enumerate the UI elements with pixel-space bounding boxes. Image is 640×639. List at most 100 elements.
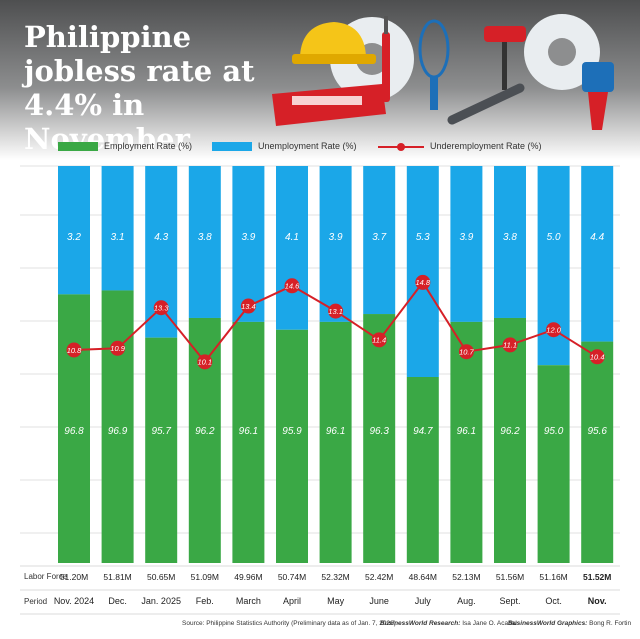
labor-force-value: 48.64M [409,572,437,582]
period-label: March [236,596,261,606]
unemployment-bar [363,166,396,315]
screwdriver-icon [382,16,390,102]
underemployment-value-label: 11.4 [372,336,386,345]
labor-force-value: 51.09M [191,572,219,582]
employment-value-label: 96.1 [326,426,345,437]
header-banner: Philippine jobless rate at 4.4% in Novem… [0,0,640,160]
unemployment-value-label: 4.1 [285,232,299,243]
period-label: April [283,596,301,606]
employment-bar [450,321,483,563]
underemployment-point [546,322,562,338]
employment-bar [494,317,526,563]
employment-value-label: 96.1 [239,426,258,437]
gear-icon [524,14,600,90]
employment-value-label: 96.2 [500,426,520,437]
period-label: Dec. [108,596,127,606]
underemployment-point [197,354,213,370]
underemployment-value-label: 12.0 [546,326,561,335]
underemployment-value-label: 10.8 [67,346,82,355]
employment-bar [581,341,614,563]
period-label: Feb. [196,596,214,606]
employment-bar [363,314,396,563]
source-note: Source: Philippine Statistics Authority … [182,620,396,627]
period-label: May [327,596,345,606]
employment-bar [276,329,308,563]
unemployment-value-label: 3.9 [459,232,473,243]
graphics-credit-name: Bong R. Fortin [589,620,632,627]
unemployment-value-label: 5.3 [416,232,430,243]
labor-force-value: 51.81M [103,572,131,582]
unemployment-bar [494,166,526,318]
period-label: Nov. [588,596,607,606]
underemployment-value-label: 11.1 [503,341,517,350]
period-label: July [415,596,432,606]
underemployment-point [153,300,169,316]
unemployment-value-label: 3.8 [198,232,212,243]
tools-illustration [272,14,614,130]
employment-value-label: 96.3 [369,426,389,437]
labor-force-value: 50.65M [147,572,175,582]
wrench-icon [447,83,525,125]
bars: 3.2 96.8 3.1 96.9 4.3 95.7 3.8 96.2 3.9 96.1 4.1 95… [58,166,614,563]
unemployment-value-label: 3.8 [503,232,517,243]
employment-bar [101,290,134,563]
unemployment-bar [188,166,221,318]
period-row-label: Period [24,597,47,606]
underemployment-value-label: 13.3 [154,304,169,313]
underemployment-value-label: 10.4 [590,353,605,362]
research-credit: BusinessWorld Research: Isa Jane O. Acab… [380,620,517,627]
period-label: Jan. 2025 [141,596,181,606]
unemployment-value-label: 4.4 [590,232,604,243]
underemployment-point [371,332,387,348]
underemployment-point [415,274,431,290]
employment-bar [58,294,90,563]
paint-roller-icon [484,26,526,90]
employment-value-label: 95.9 [282,426,302,437]
saw-icon [272,84,386,126]
underemployment-point [284,278,300,294]
employment-value-label: 96.2 [195,426,215,437]
chart-title: Philippine jobless rate at 4.4% in Novem… [24,20,255,156]
period-label: Oct. [545,596,562,606]
underemployment-value-label: 14.6 [285,282,300,291]
unemployment-bar [406,166,439,377]
underemployment-point [328,303,344,319]
underemployment-value-label: 10.7 [459,347,474,356]
underemployment-point [458,344,474,360]
labor-force-value: 49.96M [234,572,262,582]
underemployment-value-label: 13.1 [328,307,343,316]
unemployment-bar [232,166,265,322]
underemployment-line: 10.8 10.9 13.3 10.1 13.4 14.6 13.1 11.4 14.8 10.7… [66,274,605,370]
graphics-credit: BusinessWorld Graphics: Bong R. Fortin [508,620,631,627]
graphics-credit-label: BusinessWorld Graphics: [508,620,588,627]
labor-force-value: 51.56M [496,572,524,582]
legend-item-unemployment: Unemployment Rate (%) [212,141,357,152]
research-credit-name: Isa Jane O. Acabal [462,620,517,627]
labor-force-row-label: Labor Force [24,572,68,581]
employment-value-label: 94.7 [413,426,433,437]
unemployment-value-label: 3.1 [111,232,125,243]
employment-value-label: 95.7 [151,426,171,437]
legend-label-underemployment: Underemployment Rate (%) [430,141,542,151]
employment-value-label: 95.6 [587,426,607,437]
labor-force-value: 50.74M [278,572,306,582]
unemployment-bar [276,166,308,330]
underemployment-point [502,337,518,353]
unemployment-bar [101,166,134,291]
unemployment-value-label: 4.3 [154,232,168,243]
employment-value-label: 96.1 [457,426,476,437]
underemployment-point [240,298,256,314]
period-label: Aug. [457,596,476,606]
unemployment-bar [581,166,614,342]
underemployment-point [66,342,82,358]
labor-force-value: 52.13M [452,572,480,582]
unemployment-value-label: 3.7 [372,232,386,243]
period-label: Sept. [499,596,520,606]
period-label: Nov. 2024 [54,596,94,606]
labor-force-value: 52.32M [321,572,349,582]
legend: Employment Rate (%) Unemployment Rate (%… [0,138,640,158]
labor-force-value: 51.20M [60,572,88,582]
employment-value-label: 96.8 [64,426,84,437]
underemployment-value-label: 14.8 [415,278,430,287]
